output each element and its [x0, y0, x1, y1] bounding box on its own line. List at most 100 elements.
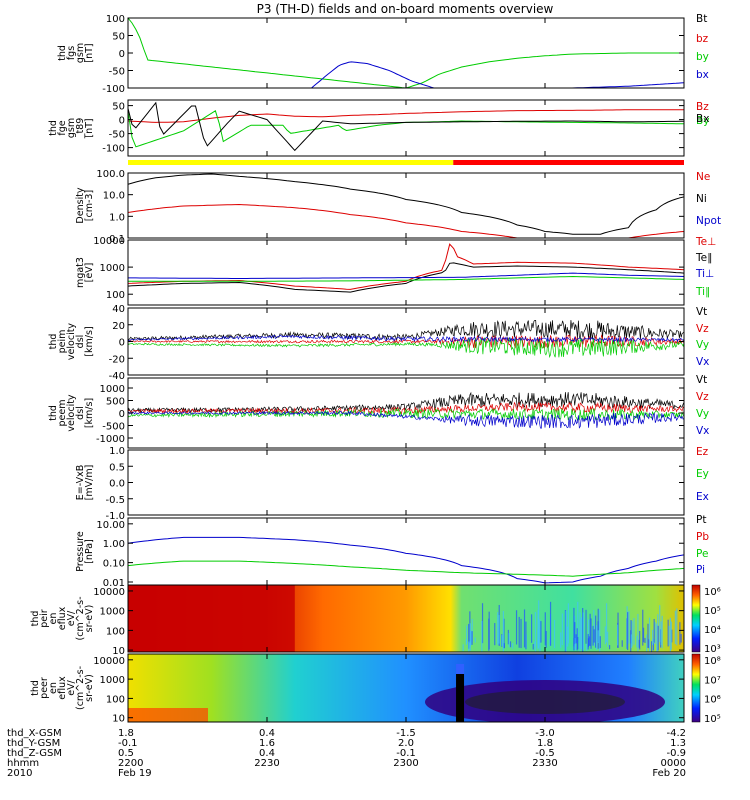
- y-axis-label: [km/s]: [84, 398, 95, 428]
- x-tick-value: 0.4: [259, 748, 275, 759]
- x-tick-value: -0.1: [396, 748, 416, 759]
- heatmap-streak: [553, 619, 556, 649]
- heatmap-streak: [651, 629, 654, 646]
- legend-Pb: Pb: [696, 531, 709, 543]
- x-tick-value: Feb 19: [118, 768, 152, 779]
- legend-bz: bz: [696, 33, 709, 45]
- heatmap-streak: [512, 642, 514, 649]
- heatmap-core: [128, 585, 295, 652]
- y-axis-label: velocity: [66, 394, 77, 432]
- heatmap-streak: [532, 643, 534, 650]
- heatmap-streak: [471, 618, 473, 643]
- y-tick-label: 10.0: [103, 191, 125, 202]
- heatmap-streak: [520, 618, 522, 649]
- legend-Pt: Pt: [696, 514, 706, 526]
- colorbar-tick-label: 10³: [704, 644, 721, 655]
- heatmap-streak: [531, 614, 533, 643]
- y-tick-label: 1.0: [109, 446, 125, 457]
- series-Ni: [128, 173, 684, 235]
- y-axis-label: peer: [39, 677, 50, 699]
- status-bar-segment: [453, 160, 684, 165]
- heatmap-streak: [586, 643, 588, 651]
- heatmap-streak: [599, 636, 601, 649]
- heatmap-streak: [668, 625, 670, 646]
- x-tick-value: 0.4: [259, 728, 275, 739]
- y-tick-label: 10: [112, 646, 125, 657]
- heatmap-streak: [630, 634, 633, 649]
- series-Vx: [128, 334, 684, 343]
- heatmap-streak: [494, 623, 496, 646]
- plot-area-pressure: [128, 536, 684, 584]
- heatmap-streak: [518, 616, 520, 648]
- legend-Bx: Bx: [696, 113, 709, 125]
- heatmap-streak: [631, 621, 633, 647]
- heatmap-streak: [593, 610, 595, 646]
- legend-Bz: Bz: [696, 101, 709, 113]
- legend-Vy: Vy: [696, 339, 709, 351]
- y-tick-label: 100: [106, 626, 125, 637]
- y-tick-label: 1.0: [109, 212, 125, 223]
- legend-Ex: Ex: [696, 491, 709, 503]
- y-tick-label: 1000: [100, 384, 125, 395]
- heatmap-streak: [596, 625, 598, 650]
- series-Bz: [128, 109, 684, 123]
- heatmap-streak: [565, 610, 567, 652]
- heatmap-streak: [538, 600, 540, 645]
- y-axis-label: en: [48, 682, 59, 694]
- y-axis-label: fge: [57, 120, 68, 135]
- heatmap-streak: [605, 603, 608, 643]
- heatmap-streak: [508, 633, 510, 648]
- heatmap-streak: [549, 601, 552, 646]
- heatmap-streak: [469, 641, 471, 651]
- heatmap-streak: [474, 637, 476, 643]
- legend-Pe: Pe: [696, 548, 708, 560]
- heatmap-streak: [574, 622, 576, 645]
- panel-pressure: 10.00 1.00 0.10 0.01 Pressure[nPa] Pt Pb Pe Pi: [75, 514, 709, 589]
- y-axis-label: (cm^2-s-: [75, 597, 86, 641]
- y-axis-label: Density: [75, 187, 86, 223]
- heatmap-streak: [639, 630, 641, 650]
- heatmap-streak: [597, 630, 599, 644]
- panel-efield: 1.0 0.5 0.0 -0.5 -1.0 E=-VxB[mV/m] Ez Ey Ex: [75, 446, 709, 522]
- heatmap-streak: [587, 634, 589, 650]
- legend-Te∥: Te∥: [695, 252, 712, 264]
- heatmap-streak: [481, 621, 483, 652]
- heatmap-streak: [660, 621, 662, 646]
- x-row-label: thd_Y-GSM: [7, 738, 60, 749]
- colorbar-tick-label: 10⁴: [704, 625, 721, 636]
- heatmap-streak: [567, 626, 569, 647]
- legend-Vx: Vx: [696, 356, 709, 368]
- series-Ne: [128, 203, 684, 238]
- plot-area-peem: [128, 391, 684, 429]
- heatmap-streak: [537, 610, 539, 644]
- heatmap-streak: [545, 630, 547, 648]
- heatmap-streak: [567, 603, 569, 644]
- x-tick-value: Feb 20: [652, 768, 686, 779]
- heatmap-streak: [515, 610, 518, 645]
- heatmap-streak: [657, 625, 659, 651]
- panel-temperature: 10000 1000 100 mgat3[eV] Te⊥ Te∥ Ti⊥ Ti∥: [75, 236, 716, 306]
- legend-Vz: Vz: [696, 391, 709, 403]
- heatmap-streak: [653, 618, 655, 643]
- heatmap-streak: [595, 615, 597, 648]
- heatmap-streak: [534, 641, 536, 647]
- heatmap-streak: [577, 601, 579, 643]
- x-tick-value: 2230: [254, 758, 279, 769]
- x-axis-labels: thd_X-GSMthd_Y-GSMthd_Z-GSMhhmm20101.8-0…: [7, 728, 686, 779]
- x-row-label: thd_X-GSM: [7, 728, 62, 739]
- heatmap-streak: [462, 644, 464, 652]
- heatmap-streak: [661, 615, 663, 649]
- plot-area-density: [128, 173, 684, 238]
- y-axis-label: [cm-3]: [84, 190, 95, 221]
- heatmap-streak: [580, 617, 583, 649]
- y-axis-label: velocity: [66, 323, 77, 361]
- heatmap-streak: [597, 608, 599, 649]
- y-axis-label: eV/: [66, 610, 77, 626]
- y-tick-label: 0: [119, 409, 125, 420]
- plot-area-peer: [128, 654, 684, 722]
- y-tick-label: -1000: [96, 434, 125, 445]
- y-tick-label: 0.1: [109, 234, 125, 245]
- colorbar-tick-label: 10⁶: [704, 695, 721, 706]
